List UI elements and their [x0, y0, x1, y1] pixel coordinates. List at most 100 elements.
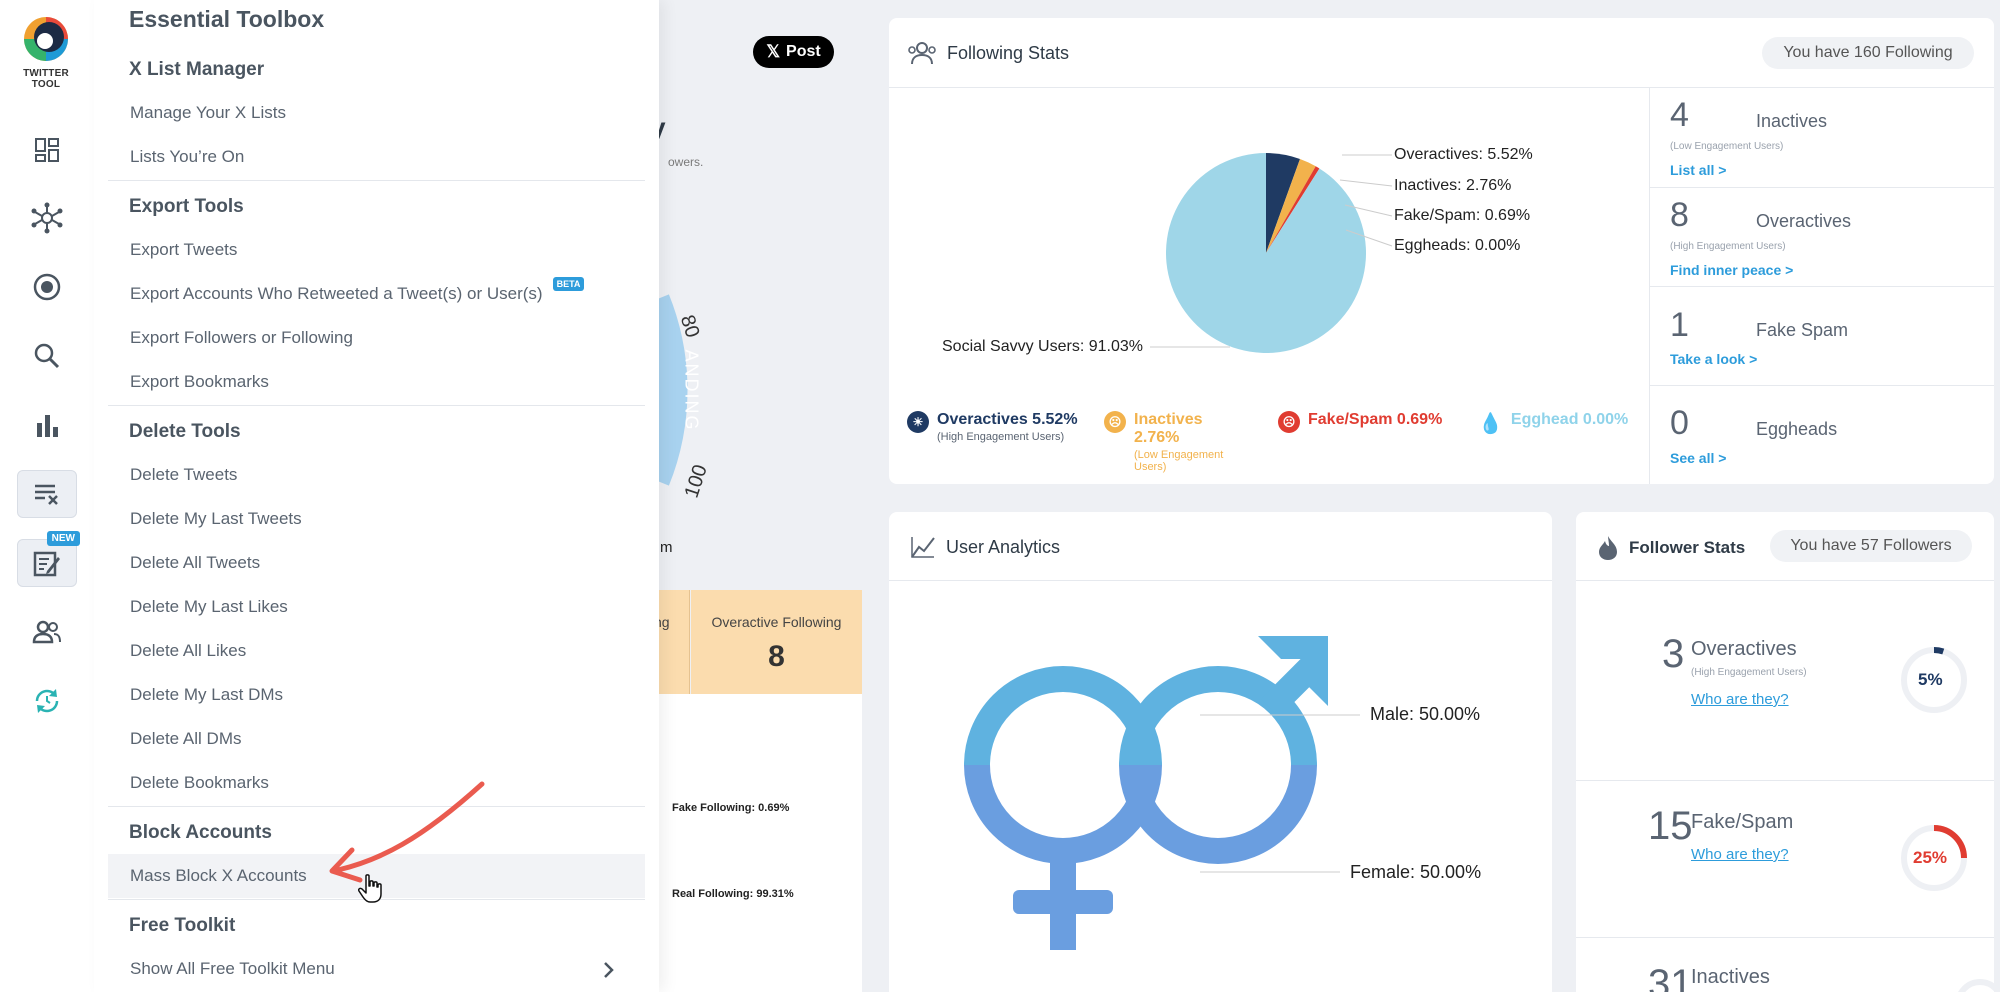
real-following-label: Real Following: 99.31% — [672, 888, 794, 900]
follower-stats-header-divider — [1576, 580, 1994, 581]
menu-item-delete-my-last-tweets[interactable]: Delete My Last Tweets — [108, 497, 645, 541]
clear-list-icon — [35, 484, 58, 505]
menu-item-label: Mass Block X Accounts — [130, 866, 307, 885]
who-are-they-overactives-link[interactable]: Who are they? — [1691, 691, 1789, 708]
composer-nav-button[interactable]: NEW — [17, 531, 80, 587]
pie-label-social-savvy: Social Savvy Users: 91.03% — [942, 338, 1143, 355]
bar-chart-icon — [37, 415, 58, 437]
following-stats-title: Following Stats — [947, 42, 1070, 63]
new-badge: NEW — [46, 531, 80, 546]
menu-item-export-followers[interactable]: Export Followers or Following — [108, 316, 645, 360]
network-icon — [31, 202, 63, 234]
menu-item-label: Delete My Last Tweets — [130, 509, 302, 528]
side-stat-inactives-sub: (Low Engagement Users) — [1670, 141, 1784, 152]
user-analytics-card — [889, 512, 1552, 992]
follower-row-divider — [1576, 937, 1994, 938]
pie-label-fake-spam: Fake/Spam: 0.69% — [1394, 207, 1531, 224]
overactive-following-box: Overactive Following 8 — [691, 590, 862, 694]
menu-item-manage-x-lists[interactable]: Manage Your X Lists — [108, 91, 645, 135]
search-icon — [34, 343, 60, 369]
side-stat-eggheads-name: Eggheads — [1756, 419, 1838, 439]
menu-item-label: Export Accounts Who Retweeted a Tweet(s)… — [130, 284, 543, 303]
follower-fake-spam-count: 15 — [1648, 804, 1693, 848]
female-percentage-label: Female: 50.00% — [1350, 862, 1482, 882]
menu-item-label: Lists You’re On — [130, 147, 245, 166]
side-stat-overactives: 8 Overactives (High Engagement Users) Fi… — [1650, 196, 1994, 288]
section-x-list-manager: X List Manager — [129, 59, 265, 80]
side-stat-inactives: 4 Inactives (Low Engagement Users) List … — [1650, 96, 1994, 188]
sad-face-icon: ☹ — [1104, 411, 1126, 433]
following-count-pill: You have 160 Following — [1762, 37, 1974, 69]
side-stat-overactives-sub: (High Engagement Users) — [1670, 241, 1786, 252]
x-post-button[interactable]: 𝕏 Post — [753, 36, 834, 68]
following-stats-column-divider — [1649, 87, 1650, 484]
take-a-look-link[interactable]: Take a look > — [1670, 351, 1758, 367]
radar-nav-button[interactable] — [17, 263, 77, 311]
network-nav-button[interactable] — [17, 194, 77, 242]
list-all-link[interactable]: List all > — [1670, 162, 1727, 178]
overactive-face-icon: ☀ — [907, 411, 929, 433]
logo-icon — [24, 17, 68, 61]
menu-item-label: Export Tweets — [130, 240, 238, 259]
pie-label-eggheads: Eggheads: 0.00% — [1394, 237, 1521, 254]
follower-overactives-count: 3 — [1662, 632, 1685, 676]
section-export-tools: Export Tools — [129, 196, 244, 217]
side-stat-inactives-count: 4 — [1670, 96, 1689, 134]
gauge-tick-100: 100 — [680, 462, 712, 501]
fake-following-label: Fake Following: 0.69% — [672, 802, 790, 814]
menu-item-label: Delete All Tweets — [130, 553, 261, 572]
user-analytics-header-divider — [889, 580, 1552, 581]
following-stats-header: Following Stats — [907, 40, 1069, 66]
dashboard-nav-button[interactable] — [17, 126, 77, 174]
find-inner-peace-link[interactable]: Find inner peace > — [1670, 262, 1794, 278]
see-all-link[interactable]: See all > — [1670, 450, 1727, 466]
users-nav-button[interactable] — [17, 608, 77, 656]
icon-sidebar: TWITTER TOOL — [0, 0, 94, 992]
menu-item-delete-bookmarks[interactable]: Delete Bookmarks — [108, 761, 645, 805]
sync-nav-button[interactable] — [17, 677, 77, 725]
legend-inactives: ☹ Inactives 2.76% (Low Engagement Users) — [1104, 411, 1234, 473]
menu-item-export-retweeters[interactable]: Export Accounts Who Retweeted a Tweet(s)… — [108, 272, 645, 316]
angry-face-icon: ☹ — [1278, 411, 1300, 433]
legend-inactives-label: Inactives 2.76% — [1134, 411, 1203, 446]
follower-fake-spam-name: Fake/Spam — [1691, 811, 1794, 833]
follower-inactives-name: Inactives — [1691, 966, 1770, 988]
legend-overactives-sub: (High Engagement Users) — [937, 431, 1065, 443]
menu-item-label: Delete All DMs — [130, 729, 242, 748]
legend-fake-spam-label: Fake/Spam 0.69% — [1308, 411, 1443, 428]
fake-spam-ring-percent: 25% — [1913, 848, 1948, 867]
follower-stats-header: Follower Stats — [1597, 535, 1745, 561]
menu-item-label: Delete My Last DMs — [130, 685, 284, 704]
panel-subtext-fragment: owers. — [668, 155, 704, 169]
mini-chart-area — [640, 694, 862, 992]
menu-item-delete-tweets[interactable]: Delete Tweets — [108, 453, 645, 497]
toolbox-nav-button[interactable] — [17, 470, 77, 518]
overactive-following-value: 8 — [768, 640, 785, 673]
menu-item-delete-all-likes[interactable]: Delete All Likes — [108, 629, 645, 673]
menu-item-label: Export Bookmarks — [130, 372, 269, 391]
menu-item-lists-youre-on[interactable]: Lists You’re On — [108, 135, 645, 179]
menu-item-show-all-free-toolkit[interactable]: Show All Free Toolkit Menu — [108, 947, 645, 991]
sync-icon — [35, 689, 59, 713]
side-stat-inactives-name: Inactives — [1756, 111, 1828, 131]
side-stat-eggheads: 0 Eggheads See all > — [1650, 404, 1994, 480]
legend-overactives-label: Overactives 5.52% — [937, 411, 1078, 428]
overactives-ring-percent: 5% — [1918, 670, 1943, 689]
app-logo[interactable]: TWITTER TOOL — [14, 14, 78, 90]
menu-item-delete-my-last-dms[interactable]: Delete My Last DMs — [108, 673, 645, 717]
who-are-they-fake-spam-link[interactable]: Who are they? — [1691, 846, 1789, 863]
analytics-nav-button[interactable] — [17, 401, 77, 449]
legend-egghead-label: Egghead 0.00% — [1510, 411, 1629, 428]
menu-separator — [108, 806, 645, 807]
flame-icon — [1599, 536, 1617, 560]
male-percentage-label: Male: 50.00% — [1370, 704, 1481, 724]
menu-item-export-tweets[interactable]: Export Tweets — [108, 228, 645, 272]
menu-item-export-bookmarks[interactable]: Export Bookmarks — [108, 360, 645, 404]
follower-stats-title: Follower Stats — [1629, 538, 1746, 557]
menu-item-delete-all-tweets[interactable]: Delete All Tweets — [108, 541, 645, 585]
menu-item-delete-my-last-likes[interactable]: Delete My Last Likes — [108, 585, 645, 629]
legend-overactives: ☀ Overactives 5.52% (High Engagement User… — [907, 411, 1078, 443]
overactive-following-label: Overactive Following — [711, 614, 842, 630]
menu-item-delete-all-dms[interactable]: Delete All DMs — [108, 717, 645, 761]
search-nav-button[interactable] — [17, 332, 77, 380]
